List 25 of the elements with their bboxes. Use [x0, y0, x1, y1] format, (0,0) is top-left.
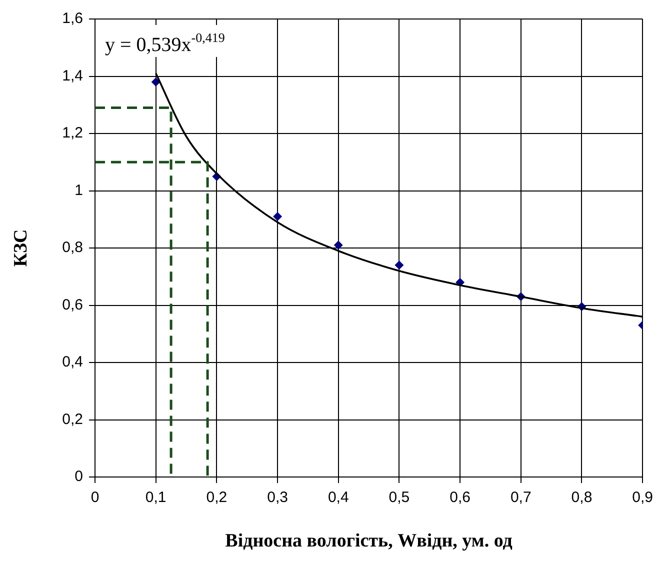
- y-tick-label: 0,4: [62, 354, 83, 371]
- x-tick-label: 0,6: [450, 489, 470, 506]
- point: [273, 212, 282, 222]
- y-axis-title: КЗС: [10, 229, 32, 267]
- x-axis-title: Відносна вологість, Wвідн, ум. од: [225, 530, 513, 552]
- point: [394, 260, 404, 270]
- point: [151, 77, 160, 86]
- x-tick-label: 0,9: [632, 489, 654, 506]
- x-tick-label: 0: [90, 489, 100, 506]
- y-tick-label: 1: [74, 182, 83, 199]
- x-tick-label: 0,3: [267, 489, 288, 506]
- x-tick-label: 0,5: [388, 489, 410, 506]
- y-tick-label: 0,2: [62, 410, 83, 428]
- y-tick-label: 1,2: [62, 124, 83, 142]
- x-tick-label: 0,8: [571, 489, 592, 506]
- y-tick-label: 0,6: [62, 296, 83, 314]
- y-tick-label: 1,6: [62, 10, 83, 28]
- x-tick-label: 0,7: [510, 489, 532, 506]
- x-tick-label: 0,1: [145, 489, 166, 506]
- x-tick-label: 0,4: [328, 489, 349, 506]
- point: [334, 240, 343, 250]
- y-tick-label: 0: [74, 468, 83, 486]
- y-tick-label: 1,4: [62, 67, 83, 84]
- y-tick-label: 0,8: [62, 239, 83, 256]
- x-tick-label: 0,2: [206, 489, 228, 506]
